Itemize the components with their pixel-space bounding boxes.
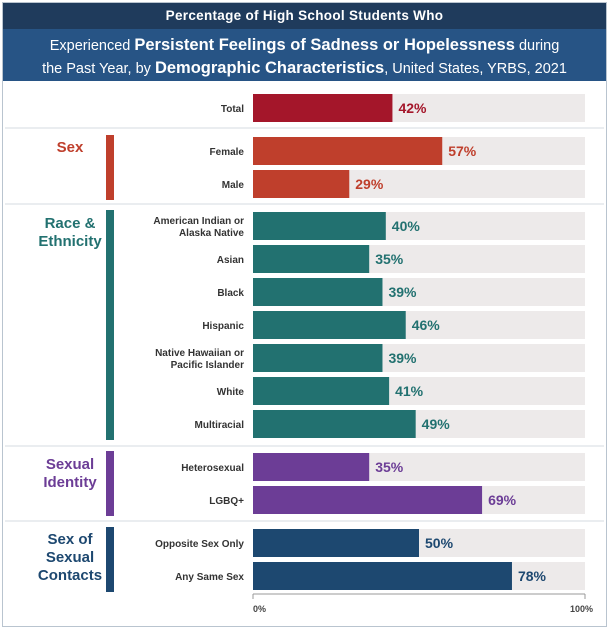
group-label: Sex of Sexual Contacts [38,531,102,584]
category-label: Multiracial [195,420,245,431]
title-line-1: Experienced Persistent Feelings of Sadne… [3,34,606,57]
bar [253,311,406,339]
value-label: 41% [395,383,424,399]
bar [253,344,383,372]
category-label: Hispanic [202,321,244,332]
title-line-1-c: during [514,38,560,54]
group-accent-bar [106,210,114,440]
category-label: Opposite Sex Only [155,539,244,550]
title-line-2: the Past Year, by Demographic Characteri… [3,57,606,80]
x-tick-label: 0% [253,604,266,614]
value-label: 35% [375,459,404,475]
value-label: 39% [388,284,417,300]
title-line-2-b: Demographic Characteristics [154,59,385,77]
title-line-2-a: the Past Year, by [42,61,155,77]
value-label: 69% [488,492,517,508]
group-accent-bar [106,135,114,200]
value-label: 39% [388,350,417,366]
bar [253,486,483,514]
chart-title-main: Experienced Persistent Feelings of Sadne… [3,29,606,81]
group-label: Sex [57,139,84,156]
bar [253,94,393,122]
category-label: Black [217,288,244,299]
title-line-2-c: , United States, YRBS, 2021 [384,61,567,77]
category-label: Any Same Sex [175,572,244,583]
group-label: Race & Ethnicity [38,215,102,250]
title-line-1-b: Persistent Feelings of Sadness or Hopele… [134,36,515,54]
bar [253,137,443,165]
bar [253,278,383,306]
bar [253,453,370,481]
category-label: LGBQ+ [209,496,244,507]
chart-title-top: Percentage of High School Students Who [3,3,606,29]
bar [253,245,370,273]
category-label: Total [221,104,244,115]
bar [253,410,416,438]
category-label: Heterosexual [181,463,244,474]
value-label: 46% [412,317,441,333]
value-label: 49% [422,416,451,432]
group-accent-bar [106,527,114,592]
category-label: Asian [217,255,244,266]
category-label: American Indian or Alaska Native [153,216,244,239]
x-tick-label: 100% [570,604,593,614]
title-line-1-a: Experienced [49,38,135,54]
category-label: Male [222,180,245,191]
category-label: Native Hawaiian or Pacific Islander [155,348,244,371]
bar [253,212,386,240]
value-label: 50% [425,535,454,551]
category-label: Female [210,147,245,158]
category-label: White [217,387,245,398]
group-label: Sexual Identity [43,456,97,491]
value-label: 29% [355,176,384,192]
bar [253,377,390,405]
bar [253,562,512,590]
value-label: 40% [392,218,421,234]
value-label: 78% [518,568,547,584]
value-label: 35% [375,251,404,267]
group-accent-bar [106,451,114,516]
bar [253,170,350,198]
value-label: 57% [448,143,477,159]
bar [253,529,419,557]
value-label: 42% [398,100,427,116]
